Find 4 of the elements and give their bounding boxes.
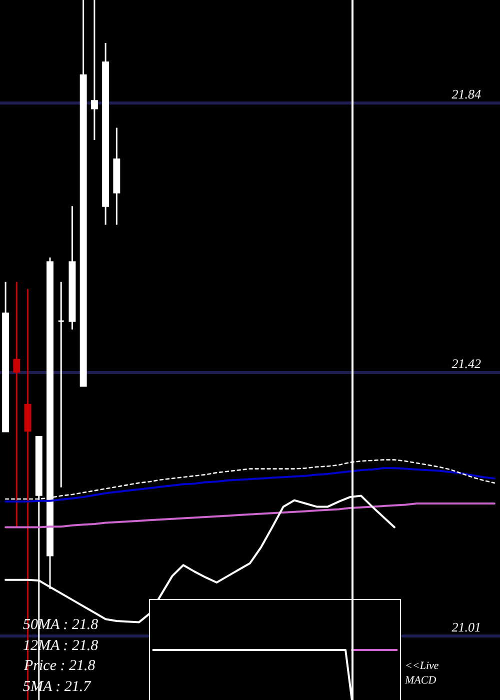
y-tick-label: 21.84 — [452, 86, 482, 102]
annotation: <<Live MACD — [404, 660, 439, 686]
y-tick-label: 21.42 — [452, 356, 482, 372]
y-tick-label: 21.01 — [452, 619, 481, 634]
